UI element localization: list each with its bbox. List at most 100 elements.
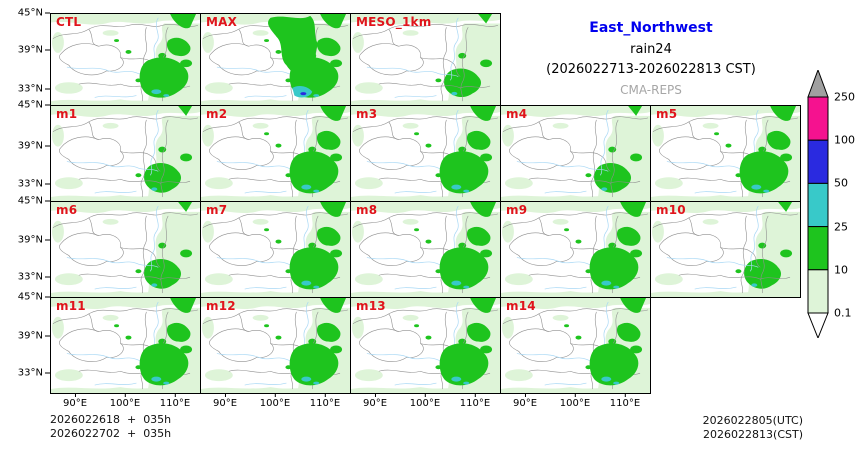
colorbar-tick-label: 0.1 [834, 306, 852, 320]
lon-tick-mark [424, 393, 426, 397]
panel-m9: m9 [500, 201, 651, 298]
lon-axis-col1: 90°E 100°E 110°E [50, 393, 201, 415]
panel-label: m13 [356, 299, 386, 313]
lon-tick-label: 90°E [212, 398, 238, 409]
colorbar-segment-10-25 [807, 226, 829, 271]
panel-label: m2 [206, 107, 228, 121]
lat-axis-row2: 45°N 39°N 33°N [0, 100, 50, 201]
colorbar-graphic [807, 70, 829, 338]
lat-tick-mark [45, 145, 50, 147]
panel-label: CTL [56, 15, 82, 29]
lon-tick-label: 110°E [159, 398, 191, 409]
init-time-line2: 2026022702 + 035h [50, 427, 172, 440]
lat-tick-label: 39°N [17, 44, 43, 56]
lon-tick-mark [274, 393, 276, 397]
lon-tick-label: 110°E [459, 398, 491, 409]
panel-CTL: CTL [50, 13, 201, 106]
lat-tick-label: 33°N [17, 271, 43, 283]
panel-label: m12 [206, 299, 236, 313]
colorbar-over-arrow [807, 70, 829, 98]
init-time-line1: 2026022618 + 035h [50, 413, 172, 426]
lon-tick-label: 90°E [362, 398, 388, 409]
lon-tick-label: 100°E [109, 398, 141, 409]
plot-variable: rain24 [630, 42, 672, 57]
lat-tick-mark [45, 12, 50, 14]
panel-m5: m5 [650, 105, 801, 202]
plot-valid-period: (2026022713-2026022813 CST) [546, 62, 756, 77]
panel-label: m10 [656, 203, 686, 217]
lat-tick-mark [45, 372, 50, 374]
panel-m2: m2 [200, 105, 351, 202]
panel-label: m5 [656, 107, 678, 121]
lon-tick-mark [324, 393, 326, 397]
lon-tick-label: 90°E [512, 398, 538, 409]
lat-tick-mark [45, 88, 50, 90]
title-block: East_Northwest rain24 (2026022713-202602… [505, 20, 797, 97]
lon-tick-label: 110°E [309, 398, 341, 409]
colorbar-segment-25-50 [807, 182, 829, 228]
lon-tick-mark [224, 393, 226, 397]
lon-tick-mark [74, 393, 76, 397]
lat-tick-label: 33°N [17, 367, 43, 379]
lat-tick-mark [45, 104, 50, 106]
lat-tick-label: 45°N [17, 291, 43, 303]
colorbar-tick-label: 50 [834, 176, 848, 190]
panel-m7: m7 [200, 201, 351, 298]
lat-tick-mark [45, 335, 50, 337]
lat-tick-label: 39°N [17, 140, 43, 152]
lat-tick-mark [45, 183, 50, 185]
lat-tick-mark [45, 200, 50, 202]
lon-axis-col2: 90°E 100°E 110°E [200, 393, 351, 415]
colorbar-tick-label: 250 [834, 90, 855, 104]
panel-label: m3 [356, 107, 378, 121]
lat-tick-mark [45, 296, 50, 298]
lon-tick-mark [624, 393, 626, 397]
panel-m1: m1 [50, 105, 201, 202]
colorbar-segment-100-250 [807, 96, 829, 141]
plot-region-title: East_Northwest [589, 20, 713, 36]
panel-m12: m12 [200, 297, 351, 394]
panel-label: m1 [56, 107, 78, 121]
lat-tick-label: 39°N [17, 330, 43, 342]
lat-axis-row4: 45°N 39°N 33°N [0, 292, 50, 393]
panel-label: m14 [506, 299, 536, 313]
lon-tick-mark [474, 393, 476, 397]
lon-tick-label: 100°E [409, 398, 441, 409]
panel-MAX: MAX [200, 13, 351, 106]
lon-axis-col4: 90°E 100°E 110°E [500, 393, 651, 415]
lon-tick-mark [174, 393, 176, 397]
colorbar-segment-50-100 [807, 139, 829, 184]
lat-axis-row1: 45°N 39°N 33°N [0, 8, 50, 109]
panel-label: m11 [56, 299, 86, 313]
lat-tick-label: 45°N [17, 195, 43, 207]
panel-m8: m8 [350, 201, 501, 298]
lon-tick-mark [524, 393, 526, 397]
panel-label: m8 [356, 203, 378, 217]
panel-label: MESO_1km [356, 15, 432, 29]
panel-label: MAX [206, 15, 238, 29]
lat-tick-mark [45, 239, 50, 241]
colorbar: 250 100 50 25 10 0.1 [806, 70, 860, 338]
lat-tick-label: 33°N [17, 83, 43, 95]
plot-model-name: CMA-REPS [620, 83, 682, 97]
colorbar-tick-label: 25 [834, 220, 848, 234]
lat-tick-mark [45, 276, 50, 278]
lat-tick-label: 33°N [17, 178, 43, 190]
lon-tick-mark [374, 393, 376, 397]
valid-time-utc: 2026022805(UTC) [702, 414, 803, 427]
panel-m4: m4 [500, 105, 651, 202]
lon-tick-mark [574, 393, 576, 397]
lon-axis-col3: 90°E 100°E 110°E [350, 393, 501, 415]
lon-tick-label: 110°E [609, 398, 641, 409]
valid-time-cst: 2026022813(CST) [703, 428, 803, 441]
colorbar-tick-label: 100 [834, 133, 855, 147]
colorbar-tick-label: 10 [834, 263, 848, 277]
panel-m10: m10 [650, 201, 801, 298]
panel-m3: m3 [350, 105, 501, 202]
panel-label: m7 [206, 203, 228, 217]
panel-m6: m6 [50, 201, 201, 298]
panel-m13: m13 [350, 297, 501, 394]
lat-tick-label: 45°N [17, 99, 43, 111]
lon-tick-mark [124, 393, 126, 397]
